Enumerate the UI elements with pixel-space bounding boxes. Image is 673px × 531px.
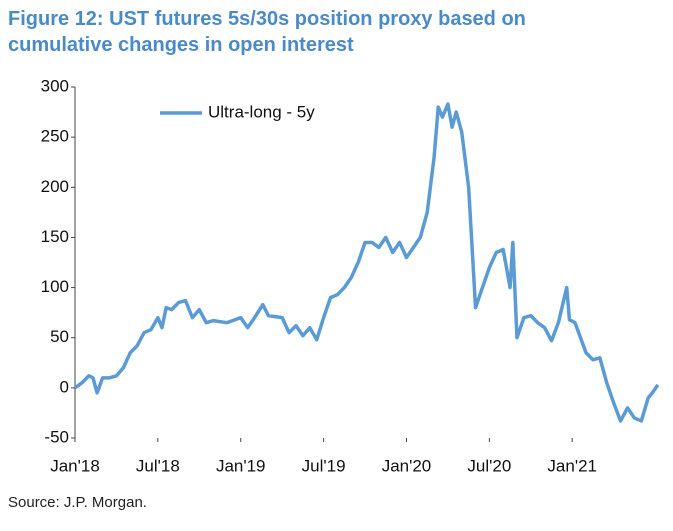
y-tick-label: 250 [41, 127, 69, 146]
y-tick-label: 0 [60, 377, 69, 396]
x-tick-label: Jul'18 [136, 456, 180, 475]
source-note: Source: J.P. Morgan. [8, 494, 147, 511]
y-tick-label: 150 [41, 227, 69, 246]
y-tick-label: 100 [41, 277, 69, 296]
series-line [73, 102, 660, 423]
legend-label: Ultra-long - 5y [208, 102, 315, 121]
x-tick-label: Jan'19 [216, 456, 266, 475]
chart-title: Figure 12: UST futures 5s/30s position p… [8, 8, 526, 56]
y-tick-label: 300 [41, 76, 69, 95]
x-tick-label: Jan'21 [547, 456, 597, 475]
x-tick-label: Jul'20 [467, 456, 511, 475]
x-tick-label: Jan'20 [382, 456, 432, 475]
y-tick-label: 50 [50, 327, 69, 346]
y-tick-label: -50 [44, 427, 69, 446]
x-tick-label: Jul'19 [302, 456, 346, 475]
y-tick-label: 200 [41, 177, 69, 196]
x-tick-label: Jan'18 [50, 456, 100, 475]
